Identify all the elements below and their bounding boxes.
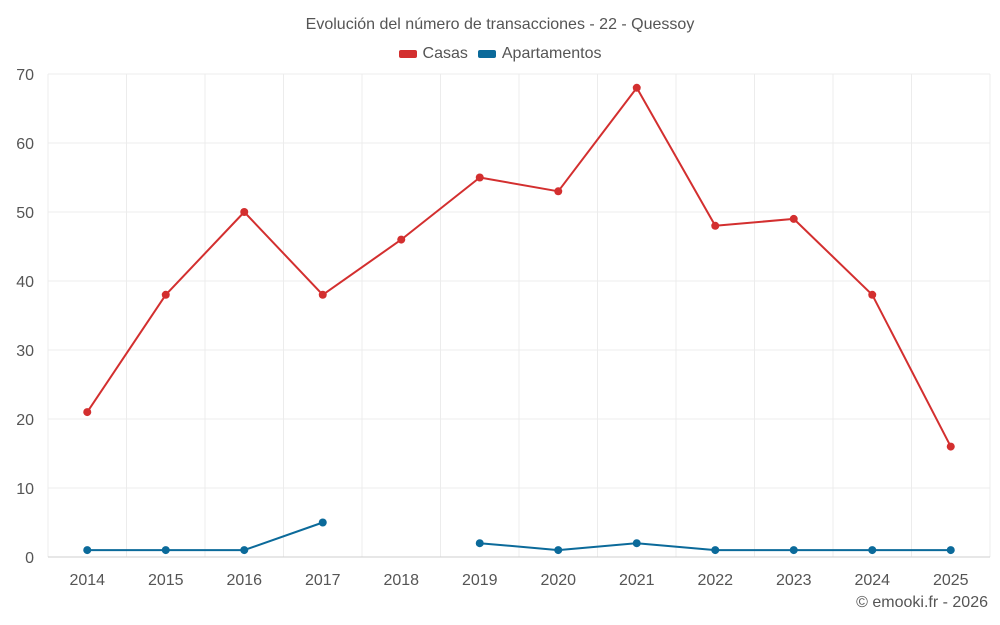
x-tick-label: 2022 <box>697 572 733 589</box>
legend-swatch-apartamentos <box>477 50 496 58</box>
data-point-casas <box>554 187 563 196</box>
data-point-apartamentos <box>554 546 563 555</box>
x-tick-label: 2015 <box>148 572 184 589</box>
x-tick-label: 2020 <box>540 572 576 589</box>
x-tick-label: 2023 <box>776 572 812 589</box>
y-tick-label: 20 <box>16 412 34 429</box>
data-point-apartamentos <box>475 539 484 548</box>
series-line-casas <box>86 86 952 448</box>
data-point-casas <box>161 290 170 299</box>
y-tick-label: 50 <box>16 205 34 222</box>
legend-label-apartamentos: Apartamentos <box>501 45 602 62</box>
data-point-casas <box>946 442 955 451</box>
data-point-casas <box>711 221 720 230</box>
credit-text: © emooki.fr - 2026 <box>856 594 988 611</box>
data-point-apartamentos <box>632 539 641 548</box>
chart-title: Evolución del número de transacciones - … <box>305 16 695 33</box>
x-tick-label: 2016 <box>226 572 262 589</box>
data-point-casas <box>397 235 406 244</box>
data-point-apartamentos <box>868 546 877 555</box>
x-tick-label: 2017 <box>305 572 341 589</box>
legend-item-apartamentos[interactable]: Apartamentos <box>477 45 602 63</box>
series-line-apartamentos <box>87 521 324 552</box>
y-tick-label: 10 <box>16 481 34 498</box>
legend-swatch-casas <box>398 50 417 58</box>
x-tick-label: 2021 <box>619 572 655 589</box>
data-point-casas <box>789 214 798 223</box>
y-tick-label: 70 <box>16 67 34 84</box>
data-point-casas <box>83 408 92 417</box>
y-tick-label: 30 <box>16 343 34 360</box>
x-tick-label: 2014 <box>69 572 105 589</box>
data-point-apartamentos <box>318 518 327 527</box>
legend-item-casas[interactable]: Casas <box>398 45 468 63</box>
legend: Casas Apartamentos <box>0 45 1000 63</box>
data-point-casas <box>632 83 641 92</box>
data-point-casas <box>318 290 327 299</box>
y-tick-label: 40 <box>16 274 34 291</box>
y-tick-label: 60 <box>16 136 34 153</box>
data-point-apartamentos <box>711 546 720 555</box>
data-point-casas <box>868 290 877 299</box>
data-point-apartamentos <box>946 546 955 555</box>
x-tick-label: 2018 <box>383 572 419 589</box>
x-tick-label: 2019 <box>462 572 498 589</box>
data-point-apartamentos <box>789 546 798 555</box>
data-point-apartamentos <box>240 546 249 555</box>
x-tick-label: 2025 <box>933 572 969 589</box>
y-tick-label: 0 <box>25 550 34 567</box>
data-point-casas <box>475 173 484 182</box>
legend-label-casas: Casas <box>422 45 468 62</box>
data-point-apartamentos <box>83 546 92 555</box>
data-point-casas <box>240 208 249 216</box>
data-point-apartamentos <box>161 546 170 555</box>
x-tick-label: 2024 <box>854 572 890 589</box>
